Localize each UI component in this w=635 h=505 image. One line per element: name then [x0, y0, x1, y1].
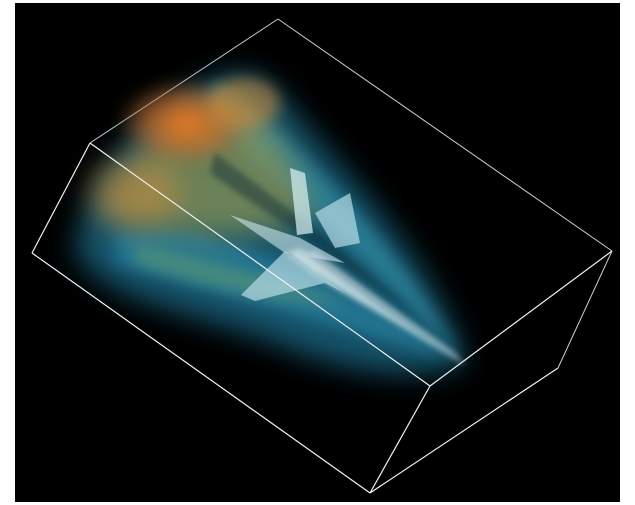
volume-render-svg	[31, 18, 613, 494]
bounding-box-front	[31, 142, 613, 494]
aircraft-model	[230, 168, 465, 365]
render-viewport	[15, 3, 620, 502]
